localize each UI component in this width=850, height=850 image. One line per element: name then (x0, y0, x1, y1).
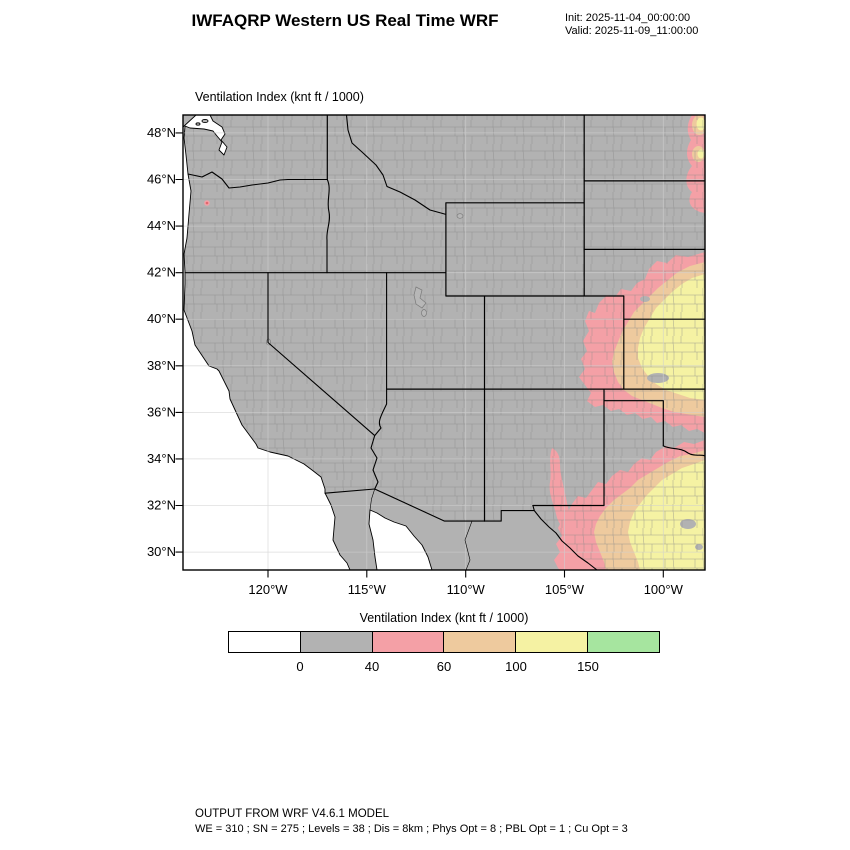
colorbar-cell-40-60 (372, 632, 445, 652)
gulf-of-california (368, 509, 433, 570)
lat-axis-labels: 48°N 46°N 44°N 42°N 40°N 38°N 36°N 34°N … (147, 125, 176, 559)
colorbar-tick-60: 60 (436, 659, 452, 674)
yellowstone-lake (456, 213, 464, 219)
lat-label: 48°N (147, 125, 176, 140)
lon-axis-labels: 120°W 115°W 110°W 105°W 100°W (248, 582, 683, 597)
lat-label: 42°N (147, 265, 176, 280)
lat-label: 46°N (147, 172, 176, 187)
lon-label: 105°W (545, 582, 585, 597)
mexico-state-lines (369, 488, 473, 570)
colorbar-cell-above-150 (588, 632, 659, 652)
ocean (183, 115, 433, 570)
colorbar-tick-0: 0 (296, 659, 304, 674)
lon-label: 115°W (348, 582, 387, 597)
lat-label: 32°N (147, 498, 176, 513)
lon-label: 100°W (644, 582, 684, 597)
init-time-label: Init: 2025-11-04_00:00:00 (565, 12, 691, 24)
map-canvas (183, 115, 705, 570)
lon-label: 120°W (248, 582, 288, 597)
great-salt-lake (413, 286, 427, 309)
colorbar-title: Ventilation Index (knt ft / 1000) (359, 611, 529, 625)
colorbar-tick-150: 150 (577, 659, 599, 674)
footer-config-line: WE = 310 ; SN = 275 ; Levels = 38 ; Dis … (195, 823, 628, 835)
colorbar (228, 631, 660, 653)
pacific-ocean (183, 115, 351, 570)
axis-ticks (175, 132, 664, 578)
map-frame (182, 114, 706, 571)
vancouver-island-tip (183, 115, 197, 128)
utah-lake (421, 309, 427, 317)
colorbar-cell-100-150 (516, 632, 589, 652)
san-juan-island (201, 118, 209, 124)
lat-label: 36°N (147, 405, 176, 420)
valid-time-label: Valid: 2025-11-09_11:00:00 (565, 25, 699, 37)
state-borders (184, 115, 705, 570)
colorbar-tick-40: 40 (364, 659, 380, 674)
lat-label: 34°N (147, 451, 176, 466)
state-borders-rivers (187, 115, 705, 570)
lat-label: 44°N (147, 218, 176, 233)
footer-model-line: OUTPUT FROM WRF V4.6.1 MODEL (195, 808, 390, 820)
san-juan-island-2 (195, 122, 201, 126)
colorbar-cell-60-100 (444, 632, 517, 652)
map-variable-label: Ventilation Index (knt ft / 1000) (195, 90, 364, 104)
lat-axis-ticks (175, 132, 183, 553)
lat-label: 30°N (147, 544, 176, 559)
state-borders-straight (184, 115, 705, 522)
lon-label: 110°W (447, 582, 486, 597)
lat-label: 38°N (147, 358, 176, 373)
run-time-info: Init: 2025-11-04_00:00:00 Valid: 2025-11… (565, 12, 698, 38)
colorbar-cell-0-40 (300, 632, 373, 652)
colorbar-cell-below-0 (229, 632, 301, 652)
lon-axis-ticks (267, 570, 664, 578)
page-title: IWFAQRP Western US Real Time WRF (191, 11, 499, 30)
lat-label: 40°N (147, 311, 176, 326)
colorbar-tick-100: 100 (505, 659, 527, 674)
